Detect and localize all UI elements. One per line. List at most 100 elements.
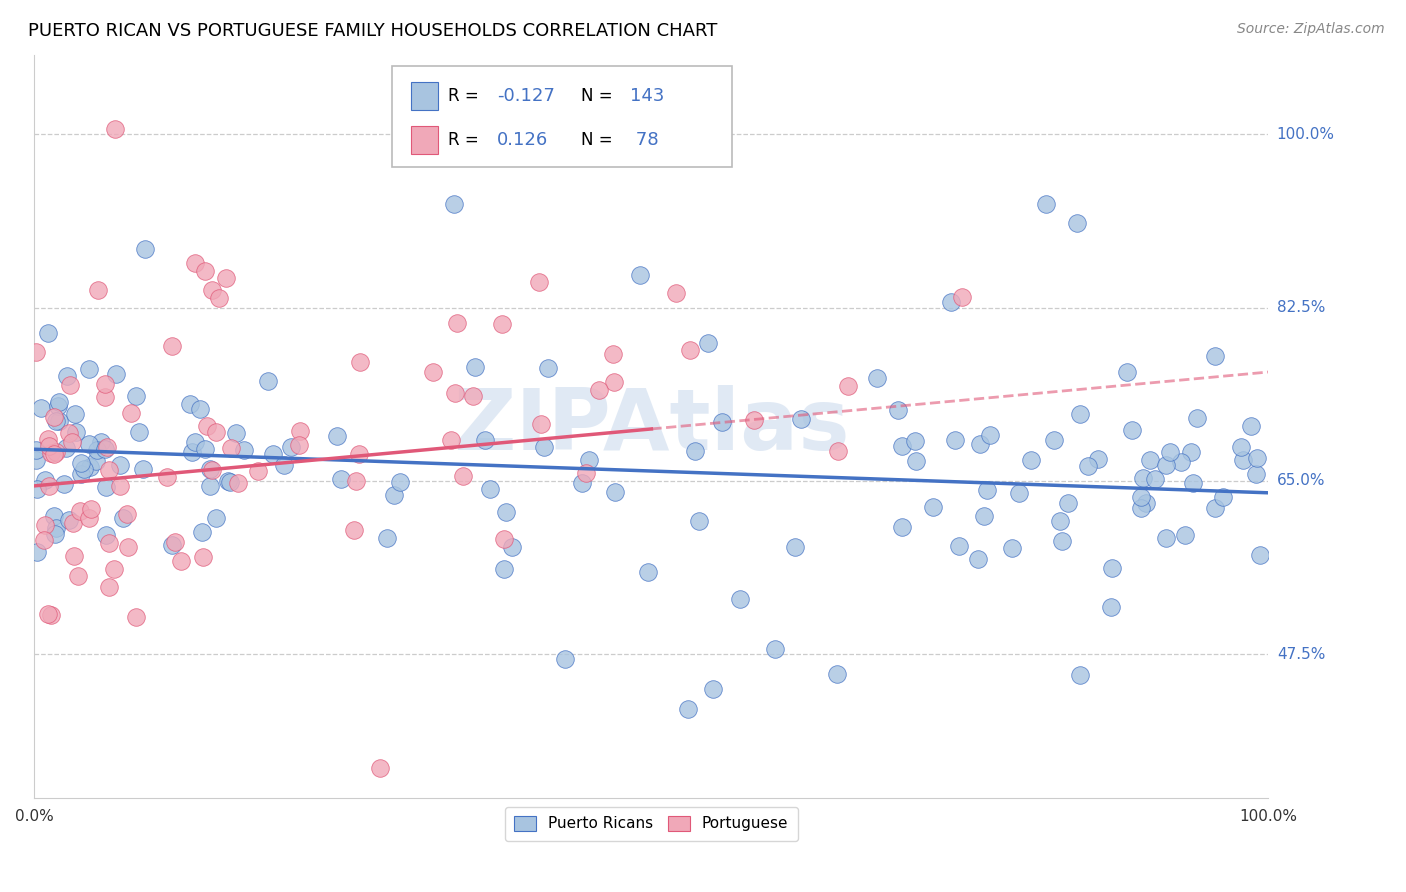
Point [208, 291, 231, 305]
Point [98, 580, 121, 594]
Point [80, 502, 103, 516]
Point [191, 524, 214, 539]
Point [247, 464, 270, 478]
Point [1077, 459, 1099, 474]
Point [218, 475, 240, 489]
Point [194, 442, 217, 457]
Text: N =: N = [581, 87, 617, 105]
Point [1035, 196, 1057, 211]
Point [77, 511, 100, 525]
Point [728, 592, 751, 607]
Point [63, 549, 86, 564]
Point [1099, 599, 1122, 614]
Point [702, 681, 724, 696]
Point [232, 443, 254, 458]
Point [226, 476, 249, 491]
Point [446, 316, 468, 330]
Point [578, 453, 600, 467]
Point [939, 294, 962, 309]
Point [368, 761, 391, 775]
Point [501, 540, 523, 554]
Point [1001, 541, 1024, 555]
Point [326, 429, 349, 443]
Point [494, 562, 516, 576]
Point [1042, 433, 1064, 447]
Point [38, 479, 60, 493]
Point [537, 361, 560, 376]
Point [347, 447, 370, 461]
Point [97, 463, 120, 477]
Point [280, 441, 302, 455]
Text: -0.127: -0.127 [498, 87, 555, 105]
Point [495, 505, 517, 519]
Point [45, 521, 67, 535]
Point [73, 462, 96, 476]
Point [288, 425, 311, 439]
Point [58, 513, 80, 527]
Point [160, 339, 183, 353]
Point [217, 474, 239, 488]
Point [696, 335, 718, 350]
Point [87, 283, 110, 297]
Point [84, 454, 107, 468]
Point [44, 409, 66, 424]
Point [37, 607, 59, 622]
Point [188, 401, 211, 416]
Point [1204, 501, 1226, 516]
Point [1019, 453, 1042, 467]
Point [179, 397, 201, 411]
Point [1101, 561, 1123, 575]
Point [134, 242, 156, 256]
Point [86, 443, 108, 458]
Point [55, 441, 77, 455]
Point [922, 500, 945, 514]
Point [1057, 496, 1080, 510]
Point [103, 122, 125, 136]
Point [46, 399, 69, 413]
Point [1244, 467, 1267, 481]
Point [1129, 501, 1152, 516]
Point [44, 527, 66, 541]
Text: 65.0%: 65.0% [1277, 474, 1326, 489]
Text: R =: R = [447, 130, 489, 149]
Point [69, 504, 91, 518]
Point [688, 514, 710, 528]
Text: PUERTO RICAN VS PORTUGUESE FAMILY HOUSEHOLDS CORRELATION CHART: PUERTO RICAN VS PORTUGUESE FAMILY HOUSEH… [28, 22, 717, 40]
Point [79, 460, 101, 475]
Point [67, 569, 90, 583]
Point [34, 518, 56, 533]
Text: 47.5%: 47.5% [1277, 647, 1324, 662]
Point [56, 369, 79, 384]
Point [96, 528, 118, 542]
Point [111, 511, 134, 525]
FancyBboxPatch shape [392, 66, 731, 167]
Point [463, 389, 485, 403]
Point [45, 445, 67, 459]
Text: Source: ZipAtlas.com: Source: ZipAtlas.com [1237, 22, 1385, 37]
Point [825, 667, 848, 681]
Point [200, 463, 222, 477]
Point [783, 540, 806, 554]
Point [94, 442, 117, 457]
Point [62, 516, 84, 531]
Point [678, 701, 700, 715]
Point [25, 482, 48, 496]
Text: N =: N = [581, 130, 617, 149]
Point [165, 535, 187, 549]
Point [39, 446, 62, 460]
Point [25, 345, 48, 359]
Point [128, 425, 150, 439]
Point [156, 470, 179, 484]
Point [45, 414, 67, 428]
Point [1132, 471, 1154, 485]
Point [205, 425, 228, 439]
Point [125, 610, 148, 624]
Point [117, 541, 139, 555]
Point [198, 462, 221, 476]
Point [1130, 490, 1153, 504]
Point [492, 532, 515, 546]
Point [1212, 490, 1234, 504]
Point [108, 458, 131, 473]
Point [184, 256, 207, 270]
Point [59, 377, 82, 392]
